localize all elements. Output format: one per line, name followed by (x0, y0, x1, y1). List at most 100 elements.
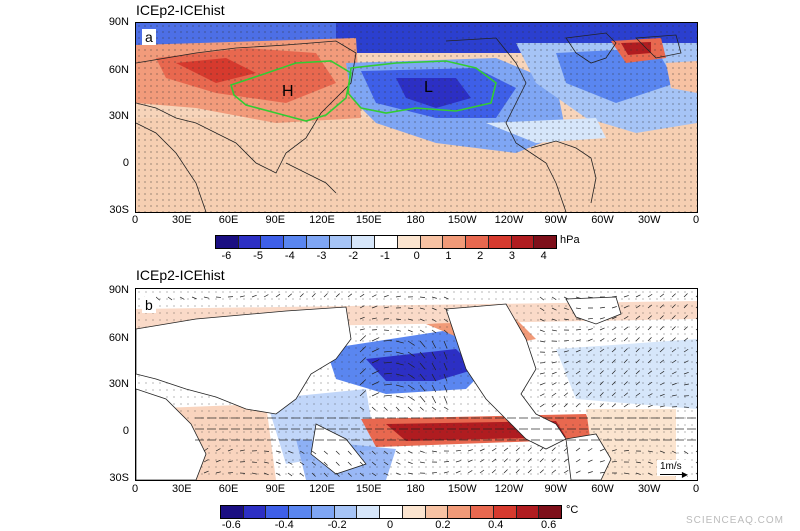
colorbar-swatch (312, 506, 335, 518)
wind-arrow (372, 462, 376, 465)
wind-arrow (420, 363, 425, 369)
colorbar-swatch (307, 236, 330, 248)
wind-arrow (588, 329, 593, 330)
wind-arrow (336, 462, 339, 466)
wind-arrow (648, 394, 652, 396)
wind-arrow (396, 473, 401, 475)
lon-tick: 90W (536, 214, 576, 226)
wind-arrow (444, 461, 449, 462)
wind-arrow (360, 329, 365, 330)
wind-arrow (420, 319, 425, 321)
wind-arrow (564, 308, 569, 310)
wind-arrow (540, 458, 544, 462)
lon-tick: 30W (629, 483, 669, 495)
wind-arrow (540, 394, 544, 396)
wind-arrow (420, 297, 425, 298)
colorbar-swatch (335, 506, 358, 518)
wind-arrow (624, 338, 628, 341)
colorbar-swatch (221, 506, 244, 518)
wind-arrow (360, 294, 364, 297)
wind-arrow (648, 360, 652, 363)
wind-arrow (564, 393, 568, 396)
wind-arrow (696, 407, 697, 408)
wind-arrow (636, 359, 640, 363)
wind-arrow (588, 392, 592, 396)
lon-tick: 30W (629, 214, 669, 226)
wind-arrow (396, 296, 401, 297)
wind-arrow (552, 459, 556, 462)
wind-arrow (276, 473, 280, 475)
wind-arrow (492, 459, 496, 462)
wind-arrow (648, 348, 652, 352)
wind-arrow (396, 385, 404, 387)
wind-arrow (372, 295, 376, 297)
panel-b-colorbar-unit: °C (566, 504, 578, 516)
low-pressure-label: L (424, 79, 433, 97)
wind-arrow (540, 341, 545, 342)
lon-tick: 150E (349, 483, 389, 495)
lon-tick: 120E (302, 214, 342, 226)
wind-arrow (444, 363, 447, 370)
wind-arrow (348, 473, 352, 476)
wind-arrow (540, 470, 544, 473)
wind-arrow (552, 470, 556, 473)
wind-arrow (288, 294, 292, 297)
wind-arrow (552, 383, 556, 385)
wind-arrow (432, 407, 436, 410)
wind-arrow (660, 371, 664, 374)
wind-arrow (372, 382, 379, 385)
wind-arrow (516, 448, 520, 451)
wind-arrow (408, 330, 413, 332)
wind-arrow (540, 373, 545, 374)
lat-tick: 60N (89, 332, 129, 344)
wind-arrow (660, 406, 665, 407)
wind-arrow (372, 360, 379, 363)
colorbar-swatch (239, 236, 262, 248)
wind-arrow (324, 451, 328, 454)
wind-arrow (372, 473, 376, 476)
wind-arrow (636, 305, 640, 308)
wind-arrow (444, 472, 449, 473)
wind-arrow (684, 293, 688, 297)
wind-arrow (360, 336, 366, 341)
wind-arrow (384, 407, 388, 411)
wind-arrow (624, 404, 628, 407)
wind-arrow (540, 297, 544, 300)
wind-arrow (504, 448, 508, 451)
colorbar-label: -4 (275, 250, 305, 262)
wind-arrow (312, 293, 315, 297)
colorbar-swatch (403, 506, 426, 518)
colorbar-label: 0 (375, 519, 405, 531)
wind-arrow (540, 330, 545, 332)
wind-arrow (696, 316, 697, 319)
wind-arrow (360, 451, 364, 455)
wind-arrow (444, 352, 447, 359)
wind-arrow (696, 338, 697, 341)
wind-arrow (420, 396, 425, 402)
wind-arrow (372, 338, 379, 341)
wind-arrow (204, 460, 208, 462)
wind-arrow (456, 450, 461, 451)
wind-arrow (600, 338, 604, 341)
wind-arrow (636, 393, 640, 396)
wind-arrow (408, 473, 413, 474)
wind-arrow (588, 318, 593, 319)
colorbar-swatch (443, 236, 466, 248)
wind-arrow (600, 404, 604, 407)
wind-arrow (384, 307, 389, 308)
wind-arrow (396, 341, 404, 343)
wind-arrow (684, 338, 688, 341)
wind-arrow (468, 460, 473, 462)
wind-arrow (156, 297, 160, 300)
wind-arrow (684, 451, 688, 454)
wind-arrow (444, 407, 448, 410)
lat-tick: 30N (89, 110, 129, 122)
wind-arrow (600, 449, 605, 451)
lat-tick: 30N (89, 378, 129, 390)
wind-arrow (648, 462, 653, 464)
panel-b-letter: b (142, 297, 156, 313)
wind-arrow (504, 459, 508, 462)
wind-arrow (228, 461, 233, 462)
wind-arrow (468, 450, 473, 451)
wind-arrow (432, 374, 436, 381)
